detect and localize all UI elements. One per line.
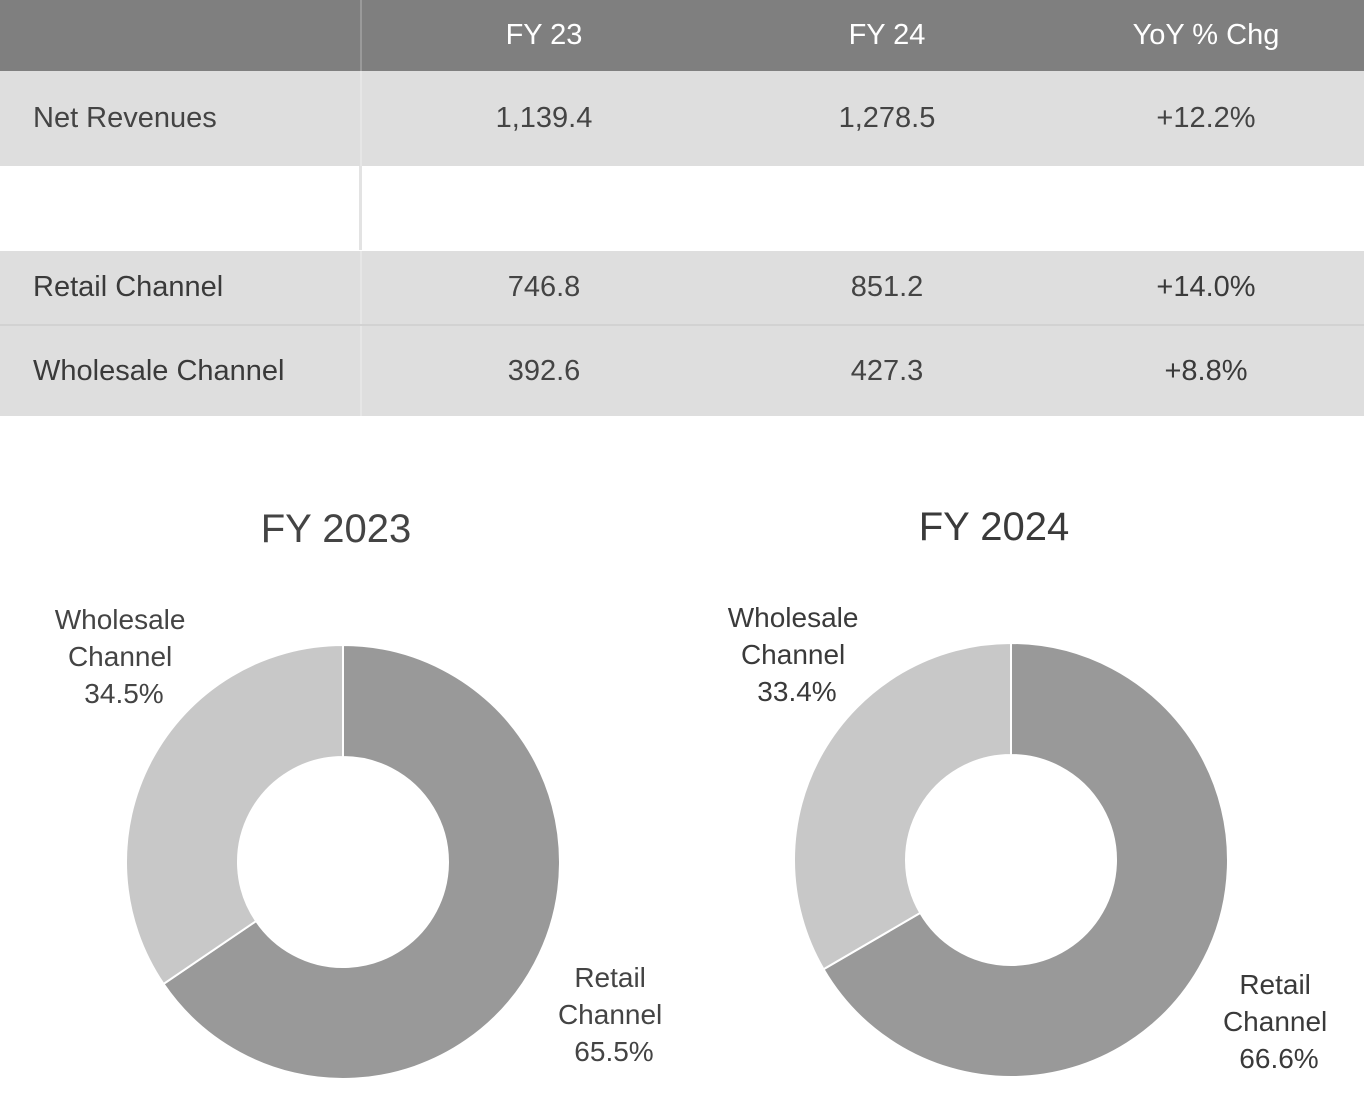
retail-slice bbox=[822, 641, 1229, 1078]
donut-slices bbox=[793, 641, 1229, 1078]
donut-slices bbox=[125, 643, 561, 1080]
wholesale-label-line2: Channel bbox=[68, 641, 172, 672]
donut-chart-fy2023: FY 2023 Wholesale Channel 34.5% Retail C… bbox=[55, 507, 670, 1080]
spacer-cell bbox=[0, 166, 362, 250]
cell-fy23: 392.6 bbox=[507, 354, 581, 387]
wholesale-pct: 34.5% bbox=[84, 678, 163, 709]
table-row-wholesale-channel: Wholesale Channel 392.6 427.3 +8.8% bbox=[0, 324, 1364, 416]
header-cell-fy24: FY 24 bbox=[848, 19, 926, 51]
cell-fy23: 746.8 bbox=[507, 271, 581, 303]
chart-title: FY 2023 bbox=[261, 507, 412, 551]
wholesale-label-line1: Wholesale bbox=[55, 604, 186, 635]
cell-yoy: +8.8% bbox=[1164, 354, 1248, 387]
cell-fy24: 851.2 bbox=[850, 271, 924, 303]
retail-label: Retail Channel 65.5% bbox=[558, 962, 670, 1067]
row-label: Retail Channel bbox=[0, 251, 362, 324]
wholesale-label-line1: Wholesale bbox=[728, 602, 859, 633]
row-label: Net Revenues bbox=[0, 71, 362, 166]
spacer-cell bbox=[1048, 166, 1364, 250]
header-cell-blank bbox=[0, 0, 362, 71]
header-cell-yoy: YoY % Chg bbox=[1132, 19, 1280, 51]
wholesale-slice bbox=[793, 641, 1012, 971]
retail-pct: 65.5% bbox=[574, 1036, 653, 1067]
retail-label: Retail Channel 66.6% bbox=[1223, 969, 1335, 1074]
wholesale-pct: 33.4% bbox=[757, 676, 836, 707]
retail-label-line2: Channel bbox=[558, 999, 662, 1030]
wholesale-slice bbox=[125, 643, 344, 986]
table-header-row: FY 23 FY 24 YoY % Chg bbox=[0, 0, 1364, 71]
chart-title: FY 2024 bbox=[919, 505, 1070, 549]
retail-label-line1: Retail bbox=[1239, 969, 1311, 1000]
retail-label-line2: Channel bbox=[1223, 1006, 1327, 1037]
retail-slice bbox=[162, 643, 561, 1080]
retail-label-line1: Retail bbox=[574, 962, 646, 993]
table-spacer-row bbox=[0, 166, 1364, 250]
table-row-net-revenues: Net Revenues 1,139.4 1,278.5 +12.2% bbox=[0, 71, 1364, 166]
table-row-retail-channel: Retail Channel 746.8 851.2 +14.0% bbox=[0, 250, 1364, 324]
cell-yoy: +12.2% bbox=[1156, 102, 1256, 134]
row-label: Wholesale Channel bbox=[0, 326, 362, 416]
cell-fy24: 427.3 bbox=[850, 354, 924, 387]
spacer-cell bbox=[726, 166, 1048, 250]
spacer-cell bbox=[362, 166, 726, 250]
retail-pct: 66.6% bbox=[1239, 1043, 1318, 1074]
wholesale-label: Wholesale Channel 34.5% bbox=[55, 604, 194, 709]
revenue-table: FY 23 FY 24 YoY % Chg Net Revenues 1,139… bbox=[0, 0, 1364, 416]
header-cell-fy23: FY 23 bbox=[505, 19, 583, 51]
donut-chart-fy2024: FY 2024 Wholesale Channel 33.4% Retail C… bbox=[728, 505, 1335, 1078]
donut-charts: FY 2023 Wholesale Channel 34.5% Retail C… bbox=[55, 505, 1335, 1080]
wholesale-label-line2: Channel bbox=[741, 639, 845, 670]
cell-yoy: +14.0% bbox=[1156, 271, 1256, 303]
cell-fy23: 1,139.4 bbox=[495, 102, 593, 134]
wholesale-label: Wholesale Channel 33.4% bbox=[728, 602, 867, 707]
cell-fy24: 1,278.5 bbox=[838, 102, 936, 134]
